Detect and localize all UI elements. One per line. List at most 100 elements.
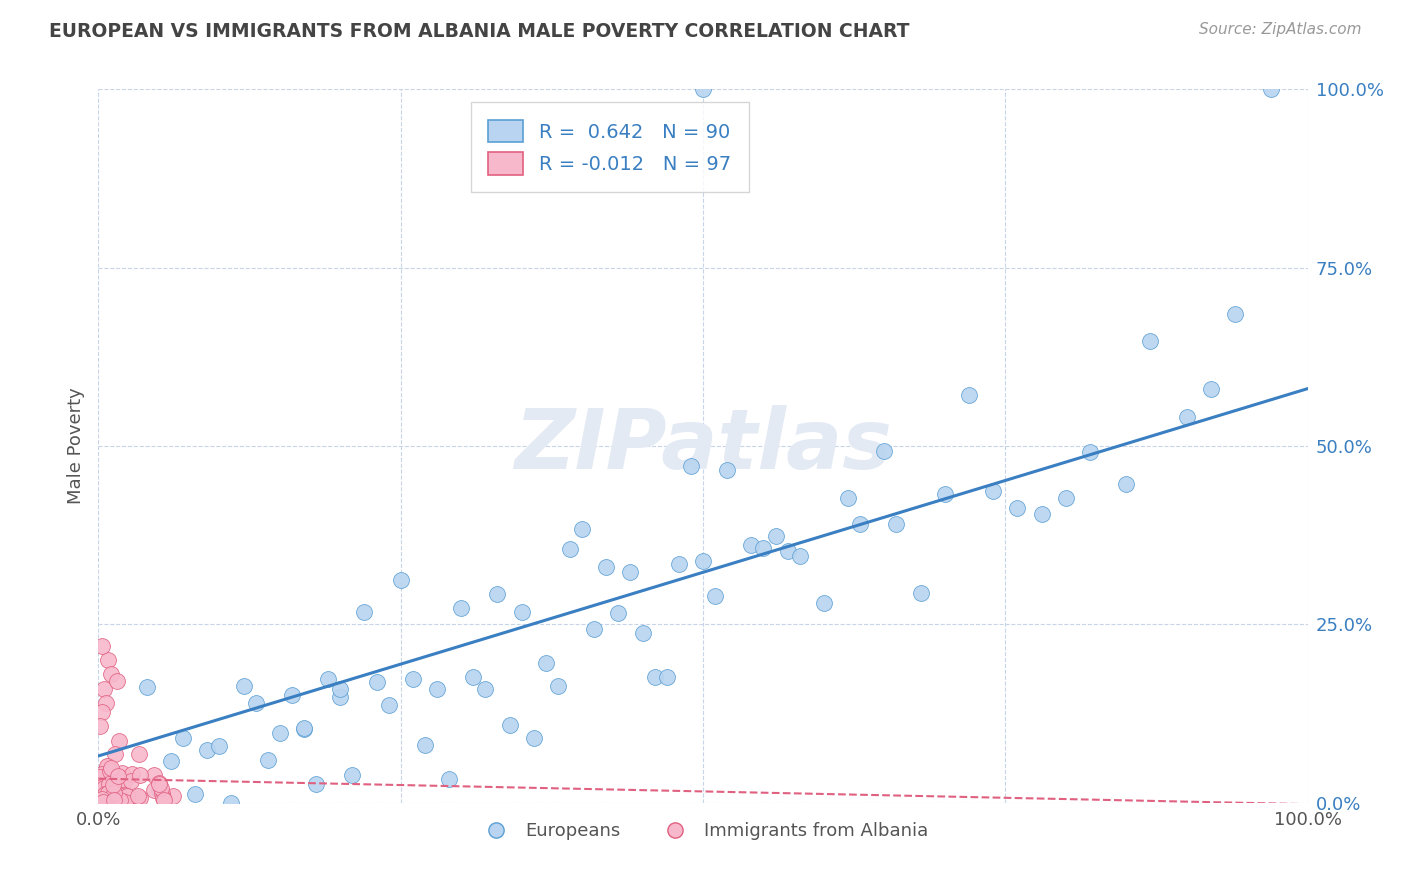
Point [91,767,114,781]
Point [162,789,184,803]
Point [849,516,872,531]
Point [463,670,485,684]
Point [1115,476,1137,491]
Point [510,605,533,619]
Point [87,784,110,798]
Point [1007,500,1029,515]
Point [111,766,134,780]
Point [1260,82,1282,96]
Point [97,759,120,773]
Point [245,696,267,710]
Point [281,688,304,702]
Point [110,790,132,805]
Point [101,778,124,792]
Point [377,698,399,712]
Point [93,785,115,799]
Point [607,607,630,621]
Point [740,539,762,553]
Point [94,790,117,805]
Point [595,559,617,574]
Point [100,765,122,780]
Point [558,541,581,556]
Point [292,722,315,736]
Point [96,788,118,802]
Point [111,779,134,793]
Point [571,522,593,536]
Point [97,786,120,800]
Point [117,789,139,803]
Point [195,743,218,757]
Point [1078,445,1101,459]
Point [89,770,111,784]
Point [148,777,170,791]
Point [114,788,136,802]
Point [98,786,121,800]
Point [100,667,122,681]
Point [120,773,142,788]
Point [103,786,125,800]
Point [366,675,388,690]
Point [105,674,128,689]
Point [97,790,120,805]
Y-axis label: Male Poverty: Male Poverty [66,388,84,504]
Text: Source: ZipAtlas.com: Source: ZipAtlas.com [1198,22,1361,37]
Point [128,768,150,782]
Point [143,768,166,782]
Point [184,787,207,801]
Point [87,779,110,793]
Point [534,656,557,670]
Point [426,681,449,696]
Point [103,778,125,792]
Point [97,786,120,800]
Point [93,780,115,795]
Point [886,517,908,532]
Point [89,719,111,733]
Point [90,780,112,795]
Point [91,639,114,653]
Point [704,590,727,604]
Point [96,761,118,775]
Point [655,670,678,684]
Point [108,734,131,748]
Text: EUROPEAN VS IMMIGRANTS FROM ALBANIA MALE POVERTY CORRELATION CHART: EUROPEAN VS IMMIGRANTS FROM ALBANIA MALE… [49,22,910,41]
Point [402,673,425,687]
Point [1139,334,1161,349]
Text: ZIPatlas: ZIPatlas [515,406,891,486]
Point [117,795,139,809]
Point [90,781,112,796]
Point [94,780,117,795]
Point [619,565,641,579]
Point [98,777,121,791]
Point [90,790,112,805]
Point [716,463,738,477]
Point [89,790,111,805]
Point [100,788,122,802]
Point [104,795,127,809]
Point [692,554,714,568]
Point [208,739,231,753]
Point [100,761,122,775]
Point [128,747,150,761]
Point [221,796,243,810]
Point [89,771,111,785]
Point [121,766,143,780]
Point [437,772,460,786]
Point [104,747,127,761]
Point [100,772,122,787]
Point [752,541,775,555]
Point [1223,307,1246,321]
Point [316,673,339,687]
Point [1054,491,1077,506]
Point [87,787,110,801]
Point [90,791,112,805]
Point [152,791,174,805]
Point [94,787,117,801]
Point [97,789,120,803]
Point [353,605,375,619]
Point [94,770,117,784]
Point [934,487,956,501]
Point [269,726,291,740]
Point [98,764,121,779]
Point [150,786,173,800]
Point [103,793,125,807]
